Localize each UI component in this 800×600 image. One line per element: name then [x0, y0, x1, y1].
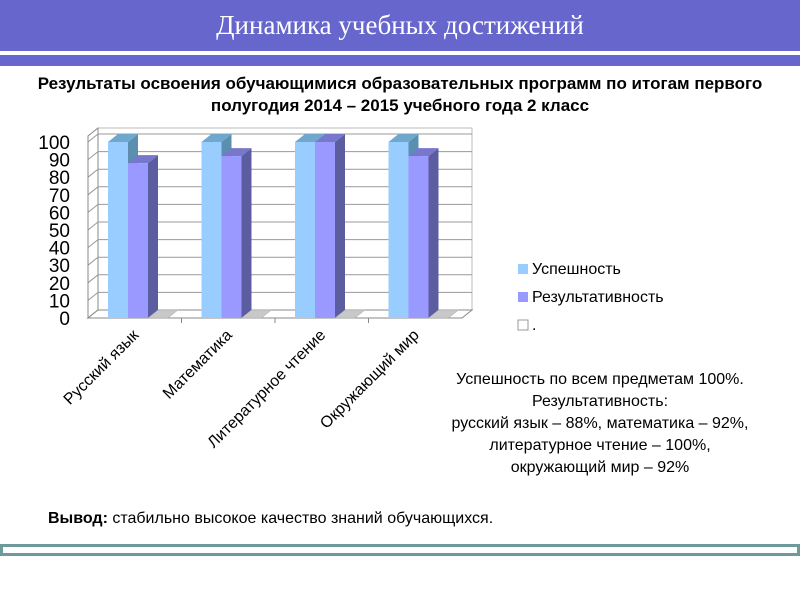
bar-top: [201, 134, 232, 142]
y-tick-label: 10: [49, 291, 70, 312]
x-tick-label: Русский язык: [61, 326, 143, 408]
conclusion-label: Вывод:: [48, 510, 108, 527]
bar-side: [428, 148, 439, 318]
bar: [408, 156, 429, 318]
conclusion-text: стабильно высокое качество знаний обучаю…: [107, 510, 494, 527]
y-tick-label: 80: [49, 168, 70, 189]
legend-label: .: [532, 317, 536, 334]
bar: [315, 142, 335, 318]
gridline: [87, 203, 472, 213]
gridline: [87, 168, 472, 178]
legend-swatch: [517, 319, 529, 331]
header-divider: [0, 51, 800, 55]
note-line: литературное чтение – 100%,: [489, 437, 711, 454]
slide-title: Динамика учебных достижений: [216, 10, 584, 40]
bar: [240, 309, 273, 319]
gridline: [87, 186, 472, 196]
footer-bar: [0, 544, 800, 556]
y-tick-label: 50: [49, 221, 70, 242]
chart-title: Результаты освоения обучающимися образов…: [37, 74, 763, 115]
bar: [295, 142, 315, 318]
bar-side: [241, 148, 252, 318]
bar: [334, 309, 366, 319]
bar-side: [335, 134, 345, 318]
bar: [108, 142, 128, 318]
legend-swatch: [518, 264, 528, 274]
y-tick-label: 100: [38, 133, 70, 154]
conclusion: Вывод: стабильно высокое качество знаний…: [48, 510, 493, 528]
summary-note: Успешность по всем предметам 100%. Резул…: [400, 369, 800, 479]
legend-label: Результативность: [532, 289, 664, 306]
bar-top: [408, 148, 439, 157]
bar-top: [221, 148, 252, 157]
bar: [147, 309, 179, 319]
gridline: [87, 133, 472, 143]
bar: [221, 156, 242, 318]
gridline: [87, 256, 472, 266]
y-tick-label: 60: [49, 203, 70, 224]
bar-side: [148, 155, 158, 318]
bar-top: [388, 134, 419, 142]
bar-top: [108, 134, 138, 142]
note-line: окружающий мир – 92%: [510, 459, 690, 476]
bar: [201, 142, 222, 318]
note-line: русский язык – 88%, математика – 92%,: [451, 415, 749, 432]
gridline: [87, 151, 472, 160]
x-tick-label: Математика: [160, 327, 236, 403]
legend-swatch: [518, 292, 528, 302]
legend-label: Успешность: [532, 261, 621, 278]
bar: [427, 309, 460, 319]
header-band: [0, 0, 800, 51]
gridline: [87, 221, 472, 231]
bar: [128, 163, 148, 318]
header-band-lower: [0, 55, 800, 66]
y-tick-label: 90: [49, 151, 70, 172]
y-tick-label: 30: [49, 256, 70, 277]
gridline: [87, 291, 472, 301]
gridline: [87, 239, 472, 248]
bar-top: [315, 134, 345, 142]
y-tick-label: 20: [49, 274, 70, 295]
gridline: [87, 274, 472, 284]
note-line: Результативность:: [531, 393, 669, 410]
bar-top: [128, 155, 158, 164]
bar: [388, 142, 409, 318]
note-line: Успешность по всем предметам 100%.: [456, 371, 744, 388]
y-tick-label: 40: [49, 239, 70, 260]
y-tick-label: 0: [59, 309, 70, 330]
y-tick-label: 70: [49, 186, 70, 207]
